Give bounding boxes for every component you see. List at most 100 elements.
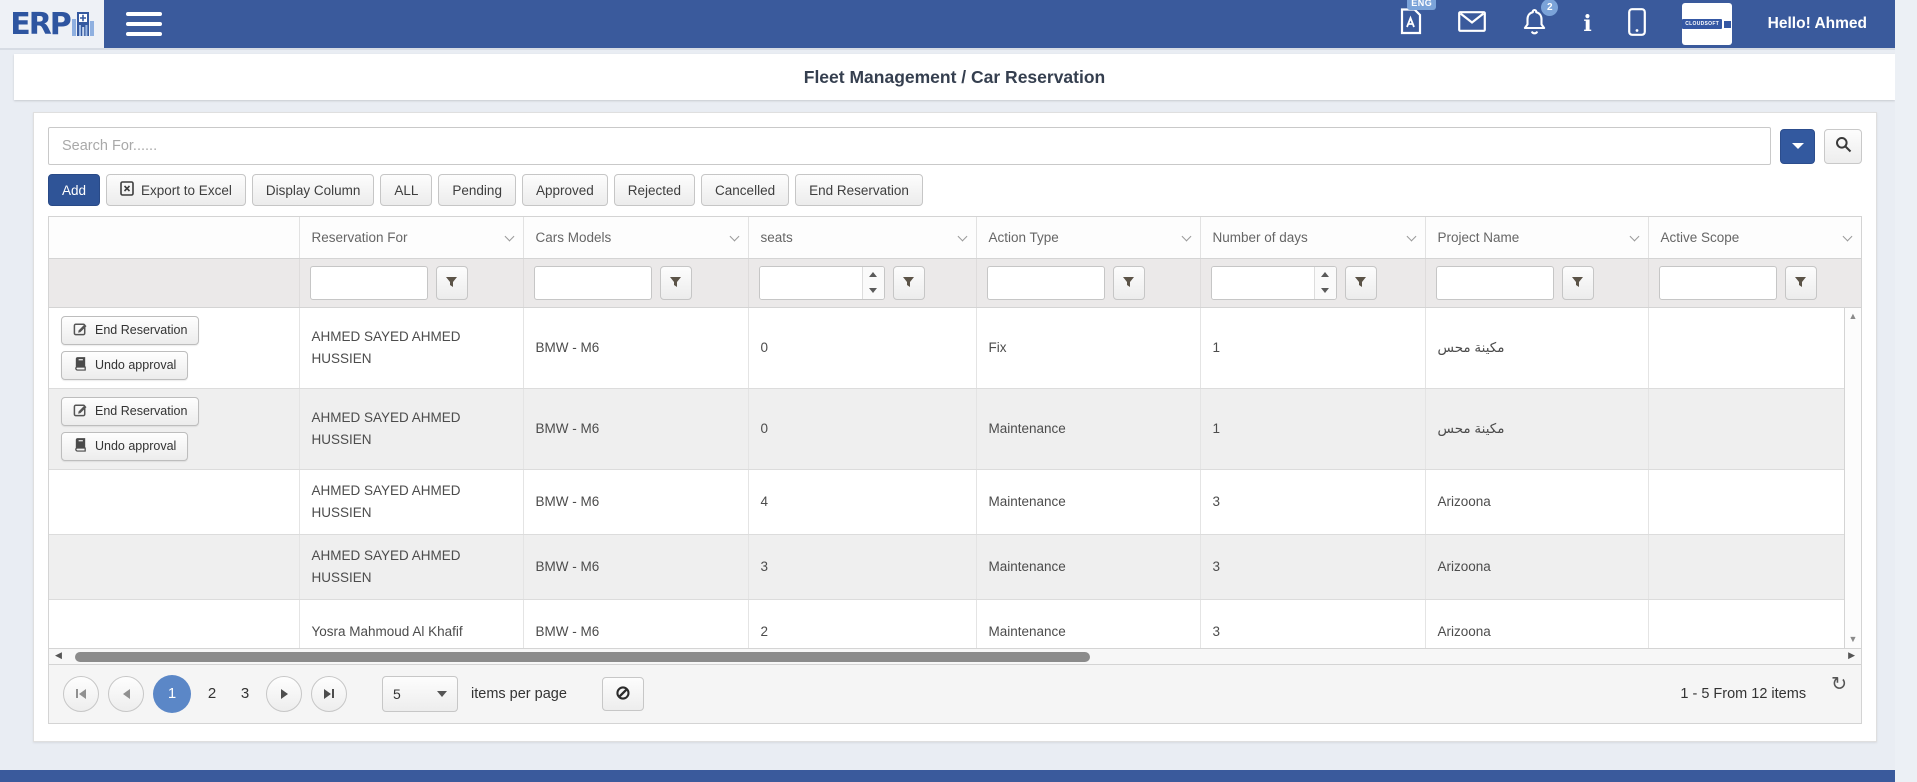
filter-input-reservation-for[interactable] xyxy=(309,265,428,300)
cell-cars-models: BMW - M6 xyxy=(523,388,749,470)
scroll-right-icon[interactable]: ▶ xyxy=(1848,649,1855,660)
undo-approval-button[interactable]: Undo approval xyxy=(61,350,189,380)
hamburger-menu-button[interactable] xyxy=(124,9,164,39)
filter-input-action-type[interactable] xyxy=(986,265,1105,300)
refresh-icon[interactable]: ↻ xyxy=(1831,673,1847,695)
spin-up-icon[interactable] xyxy=(862,266,884,283)
pager-summary: 1 - 5 From 12 items xyxy=(1680,685,1807,702)
erp-logo-text: ERP xyxy=(10,6,72,42)
filter-button-cars-models[interactable] xyxy=(659,265,692,300)
filter-button-number-of-days[interactable] xyxy=(1344,265,1377,300)
info-icon: i xyxy=(1583,11,1592,37)
chevron-down-icon[interactable] xyxy=(504,231,514,242)
funnel-icon xyxy=(670,277,681,287)
company-logo: CLOUDSOFT xyxy=(1682,19,1732,29)
chevron-down-icon[interactable] xyxy=(1181,231,1191,242)
cancel-filter-button[interactable]: ⊘ xyxy=(601,676,644,711)
column-header-project-name[interactable]: Project Name xyxy=(1425,217,1649,259)
add-button[interactable]: Add xyxy=(48,174,101,206)
cell-actions: End Reservation Undo approval xyxy=(49,388,300,470)
undo-approval-button[interactable]: Undo approval xyxy=(61,431,189,461)
spin-down-icon[interactable] xyxy=(1314,282,1336,299)
column-header-active-scope[interactable]: Active Scope xyxy=(1648,217,1861,259)
column-header-reservation-for[interactable]: Reservation For xyxy=(299,217,524,259)
filter-end-reservation-button[interactable]: End Reservation xyxy=(795,174,923,206)
filter-input-cars-models[interactable] xyxy=(533,265,652,300)
notifications-button[interactable]: 2 xyxy=(1522,0,1559,41)
cell-cars-models: BMW - M6 xyxy=(523,469,749,535)
page-size-select[interactable]: 5 xyxy=(382,675,458,712)
filter-all-button[interactable]: ALL xyxy=(380,174,433,206)
filter-cancelled-button[interactable]: Cancelled xyxy=(701,174,790,206)
cell-seats: 0 xyxy=(748,307,977,389)
cell-project-name: مكينة محس xyxy=(1425,388,1649,470)
column-header-action-type[interactable]: Action Type xyxy=(976,217,1201,259)
end-reservation-button[interactable]: End Reservation xyxy=(61,396,200,426)
last-page-button[interactable] xyxy=(311,675,347,712)
vertical-scrollbar[interactable]: ▲ ▼ xyxy=(1844,307,1861,648)
erp-logo[interactable]: ERP xyxy=(0,0,104,48)
filter-cell-actions xyxy=(49,258,300,308)
filter-button-active-scope[interactable] xyxy=(1784,265,1817,300)
filter-input-number-of-days[interactable] xyxy=(1211,266,1314,299)
items-per-page-label: items per page xyxy=(471,685,567,702)
filter-button-action-type[interactable] xyxy=(1112,265,1145,300)
column-header-cars-models[interactable]: Cars Models xyxy=(523,217,749,259)
horizontal-scrollbar-thumb[interactable] xyxy=(75,651,1090,662)
display-column-button[interactable]: Display Column xyxy=(251,174,375,206)
search-input[interactable] xyxy=(48,127,1771,165)
cell-seats: 2 xyxy=(748,599,977,648)
mobile-button[interactable] xyxy=(1627,7,1646,41)
spin-up-icon[interactable] xyxy=(1314,266,1336,283)
info-button[interactable]: i xyxy=(1583,13,1591,35)
filter-rejected-button[interactable]: Rejected xyxy=(613,174,696,206)
cell-action-type: Maintenance xyxy=(976,534,1201,600)
page-scroll-gutter[interactable] xyxy=(1895,0,1917,782)
page-size-value: 5 xyxy=(393,685,401,702)
messages-button[interactable] xyxy=(1458,11,1487,37)
page-number-3[interactable]: 3 xyxy=(240,685,250,702)
page-number-2[interactable]: 2 xyxy=(207,685,217,702)
filter-pending-button[interactable]: Pending xyxy=(438,174,516,206)
end-reservation-button[interactable]: End Reservation xyxy=(61,315,200,345)
funnel-icon xyxy=(1795,277,1806,287)
cell-number-of-days: 3 xyxy=(1200,534,1426,600)
export-excel-button[interactable]: Export to Excel xyxy=(106,174,246,206)
previous-page-button[interactable] xyxy=(108,675,144,712)
filter-input-project-name[interactable] xyxy=(1435,265,1554,300)
filter-button-reservation-for[interactable] xyxy=(435,265,468,300)
chevron-down-icon[interactable] xyxy=(729,231,739,242)
next-page-button[interactable] xyxy=(266,675,302,712)
first-page-button[interactable] xyxy=(63,675,99,712)
cell-cars-models: BMW - M6 xyxy=(523,599,749,648)
cell-actions xyxy=(49,469,300,535)
grid-body: End Reservation Undo approval AHMED SAYE… xyxy=(49,307,1844,648)
cell-active-scope xyxy=(1648,469,1844,535)
column-header-seats[interactable]: seats xyxy=(748,217,977,259)
funnel-icon xyxy=(1572,277,1583,287)
edit-icon xyxy=(73,402,88,420)
chevron-down-icon[interactable] xyxy=(957,231,967,242)
search-dropdown-button[interactable] xyxy=(1780,128,1815,164)
column-header-number-of-days[interactable]: Number of days xyxy=(1200,217,1426,259)
cell-actions: End Reservation Undo approval xyxy=(49,307,300,389)
scroll-down-icon[interactable]: ▼ xyxy=(1848,633,1858,644)
chevron-down-icon[interactable] xyxy=(1406,231,1416,242)
filter-input-active-scope[interactable] xyxy=(1658,265,1777,300)
next-page-icon xyxy=(280,688,288,699)
scroll-up-icon[interactable]: ▲ xyxy=(1848,310,1858,321)
language-switcher[interactable]: ENG xyxy=(1400,0,1437,40)
column-header-actions xyxy=(49,217,300,259)
chevron-down-icon[interactable] xyxy=(1842,231,1853,242)
filter-approved-button[interactable]: Approved xyxy=(521,174,608,206)
scroll-left-icon[interactable]: ◀ xyxy=(55,649,62,660)
filter-input-seats[interactable] xyxy=(759,266,862,299)
avatar[interactable]: CLOUDSOFT xyxy=(1681,3,1732,45)
search-button[interactable] xyxy=(1824,128,1862,164)
filter-button-project-name[interactable] xyxy=(1561,265,1594,300)
page-number-1[interactable]: 1 xyxy=(153,674,191,713)
spin-down-icon[interactable] xyxy=(862,282,884,299)
filter-button-seats[interactable] xyxy=(892,265,925,300)
horizontal-scrollbar[interactable]: ◀ ▶ xyxy=(49,647,1861,664)
chevron-down-icon[interactable] xyxy=(1629,231,1639,242)
